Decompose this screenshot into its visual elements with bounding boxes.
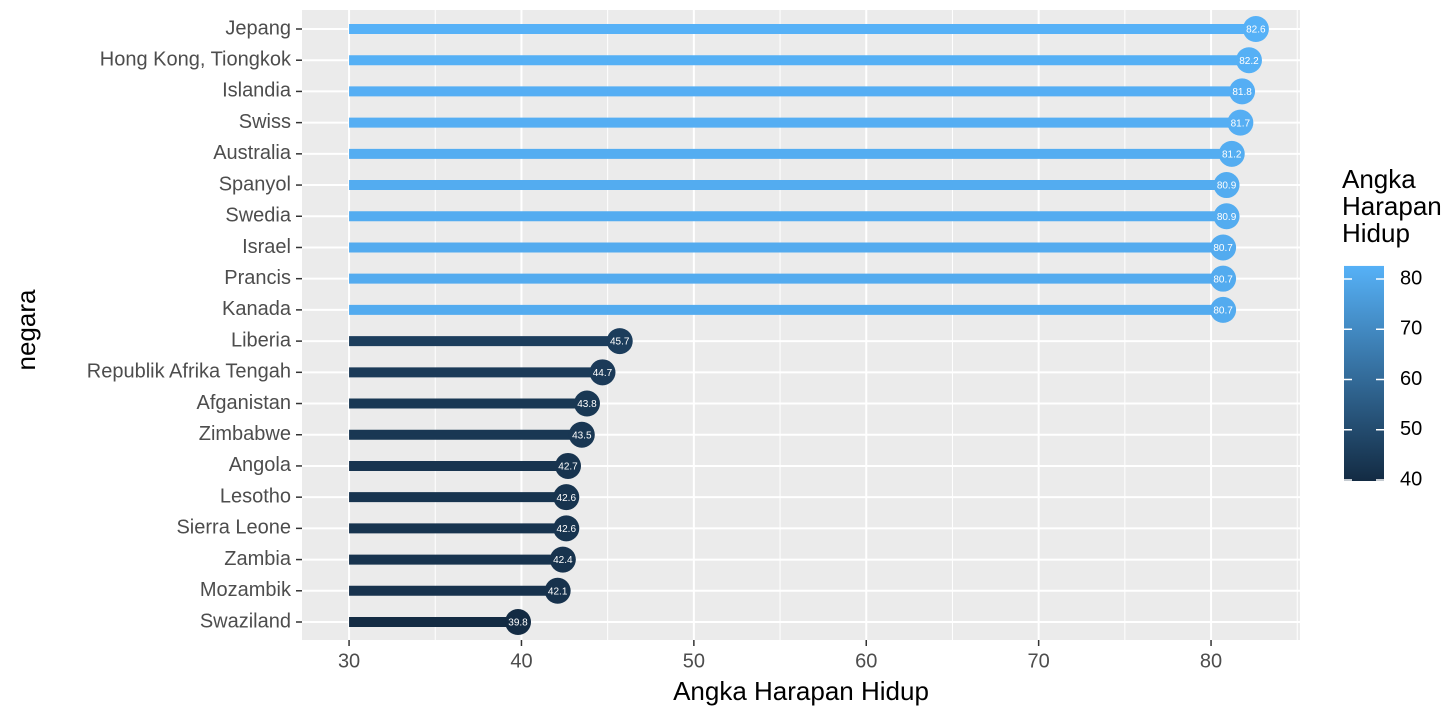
value-label: 82.6 (1246, 25, 1266, 36)
x-tick-label: 50 (683, 650, 705, 672)
x-tick-label: 30 (338, 650, 360, 672)
y-tick-label: Sierra Leone (176, 517, 291, 539)
y-tick-label: Islandia (222, 80, 292, 102)
value-label: 80.7 (1213, 243, 1233, 254)
y-tick-label: Kanada (222, 298, 292, 320)
value-label: 80.9 (1217, 181, 1237, 192)
panel (302, 10, 1300, 640)
value-label: 39.8 (508, 618, 528, 629)
legend-label: 60 (1400, 368, 1422, 390)
legend-label: 80 (1400, 267, 1422, 289)
value-label: 42.6 (557, 493, 577, 504)
point (1227, 109, 1254, 136)
value-label: 45.7 (610, 337, 630, 348)
y-tick-label: Mozambik (200, 579, 292, 601)
point (1213, 203, 1240, 230)
x-tick-label: 40 (510, 650, 532, 672)
point (1210, 296, 1237, 323)
y-tick-label: Spanyol (219, 173, 291, 195)
value-label: 43.8 (577, 399, 597, 410)
legend-label: 50 (1400, 418, 1422, 440)
point (1213, 172, 1240, 199)
point (568, 421, 595, 448)
point (555, 452, 582, 479)
y-tick-label: Israel (242, 236, 291, 258)
point (1218, 140, 1245, 167)
y-tick-label: Jepang (225, 17, 291, 39)
value-label: 81.8 (1232, 87, 1252, 98)
value-label: 82.2 (1239, 56, 1259, 67)
point (549, 546, 576, 573)
point (1210, 265, 1237, 292)
colorbar (1344, 265, 1384, 482)
y-axis-title: negara (11, 289, 41, 370)
legend-label: 70 (1400, 318, 1422, 340)
y-tick-label: Lesotho (220, 485, 291, 507)
y-tick-label: Australia (213, 142, 292, 164)
value-label: 80.9 (1217, 212, 1237, 223)
y-tick-label: Republik Afrika Tengah (87, 361, 291, 383)
y-tick-label: Afganistan (196, 392, 291, 414)
point (1229, 78, 1256, 105)
point (1235, 47, 1262, 74)
point (589, 359, 616, 386)
y-tick-label: Zambia (224, 548, 292, 570)
value-label: 80.7 (1213, 306, 1233, 317)
value-label: 81.7 (1231, 118, 1251, 129)
point (606, 328, 633, 355)
value-label: 81.2 (1222, 149, 1242, 160)
value-label: 44.7 (593, 368, 613, 379)
point (505, 609, 532, 635)
x-tick-label: 80 (1200, 650, 1222, 672)
value-label: 42.1 (548, 586, 568, 597)
y-tick-label: Liberia (231, 329, 292, 351)
value-label: 42.6 (557, 524, 577, 535)
y-tick-label: Swedia (225, 205, 291, 227)
y-tick-label: Zimbabwe (199, 423, 291, 445)
y-tick-label: Prancis (224, 267, 291, 289)
point (573, 390, 600, 417)
value-label: 80.7 (1213, 274, 1233, 285)
value-label: 42.4 (553, 555, 573, 566)
y-tick-label: Hong Kong, Tiongkok (100, 48, 292, 70)
value-label: 43.5 (572, 430, 592, 441)
y-tick-label: Swiss (239, 111, 291, 133)
point (1210, 234, 1237, 261)
point (1242, 16, 1269, 42)
legend-label: 40 (1400, 468, 1422, 490)
point (544, 577, 571, 604)
value-label: 42.7 (558, 462, 578, 473)
legend-title: Angka Harapan Hidup (1342, 164, 1442, 248)
y-tick-label: Angola (229, 454, 292, 476)
y-tick-label: Swaziland (200, 610, 291, 632)
x-axis-title: Angka Harapan Hidup (673, 676, 929, 706)
point (553, 484, 580, 511)
x-tick-label: 70 (1028, 650, 1050, 672)
x-tick-label: 60 (855, 650, 877, 672)
point (553, 515, 580, 542)
